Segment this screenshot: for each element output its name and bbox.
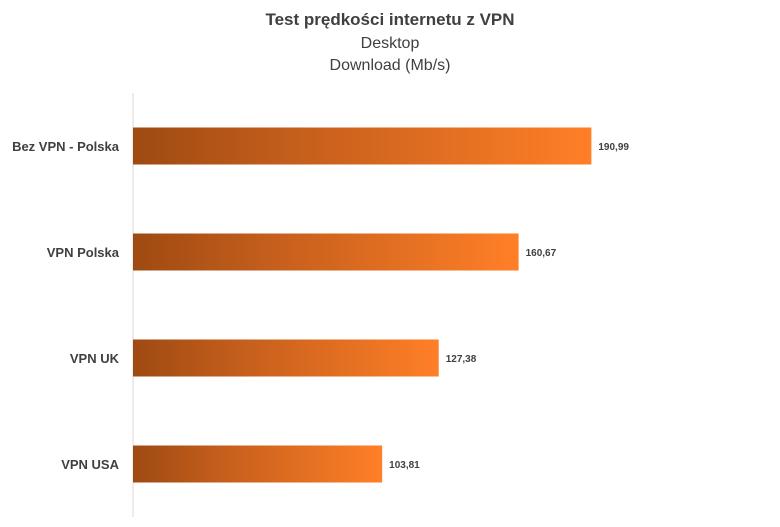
data-label: 160,67 (526, 248, 557, 259)
category-label: VPN UK (70, 351, 120, 366)
data-label: 190,99 (598, 142, 629, 153)
bar (133, 339, 439, 377)
bar (133, 445, 383, 483)
category-label: VPN Polska (47, 245, 120, 260)
bar (133, 127, 592, 165)
chart-subtitle-2: Download (Mb/s) (329, 57, 451, 74)
chart-subtitle: Desktop (360, 35, 420, 52)
category-label: Bez VPN - Polska (12, 139, 120, 154)
data-label: 103,81 (389, 460, 420, 471)
chart-title: Test prędkości internetu z VPN (265, 10, 515, 29)
category-label: VPN USA (61, 457, 119, 472)
data-label: 127,38 (446, 354, 477, 365)
bar (133, 233, 519, 271)
